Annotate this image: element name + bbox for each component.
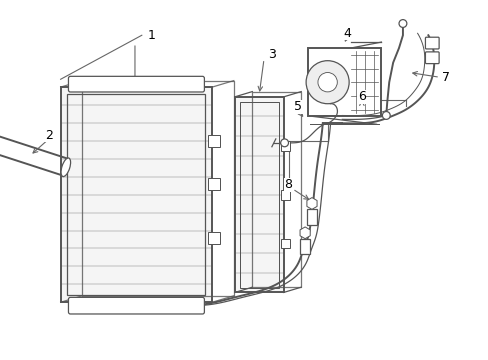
FancyBboxPatch shape bbox=[68, 76, 204, 92]
Text: 2: 2 bbox=[45, 129, 53, 141]
Bar bbox=[306, 210, 316, 225]
Bar bbox=[208, 178, 220, 190]
FancyBboxPatch shape bbox=[68, 297, 204, 314]
Bar bbox=[280, 239, 290, 248]
Bar bbox=[300, 239, 309, 254]
Circle shape bbox=[382, 112, 389, 120]
FancyBboxPatch shape bbox=[425, 37, 438, 49]
Text: 3: 3 bbox=[267, 48, 275, 61]
Polygon shape bbox=[61, 87, 212, 302]
Circle shape bbox=[305, 61, 348, 104]
Polygon shape bbox=[234, 97, 283, 292]
Text: 7: 7 bbox=[441, 71, 449, 84]
Circle shape bbox=[280, 139, 288, 147]
Circle shape bbox=[398, 19, 406, 27]
Text: 4: 4 bbox=[343, 27, 350, 40]
Text: 1: 1 bbox=[147, 29, 155, 42]
Circle shape bbox=[317, 72, 337, 92]
Bar bbox=[208, 135, 220, 147]
Text: 6: 6 bbox=[357, 90, 365, 103]
Bar bbox=[208, 232, 220, 244]
Bar bbox=[280, 190, 290, 199]
Bar bbox=[280, 141, 290, 150]
Ellipse shape bbox=[61, 158, 70, 176]
Bar bbox=[307, 48, 381, 116]
FancyBboxPatch shape bbox=[425, 52, 438, 64]
Text: 8: 8 bbox=[284, 179, 292, 192]
Text: 5: 5 bbox=[294, 100, 302, 113]
